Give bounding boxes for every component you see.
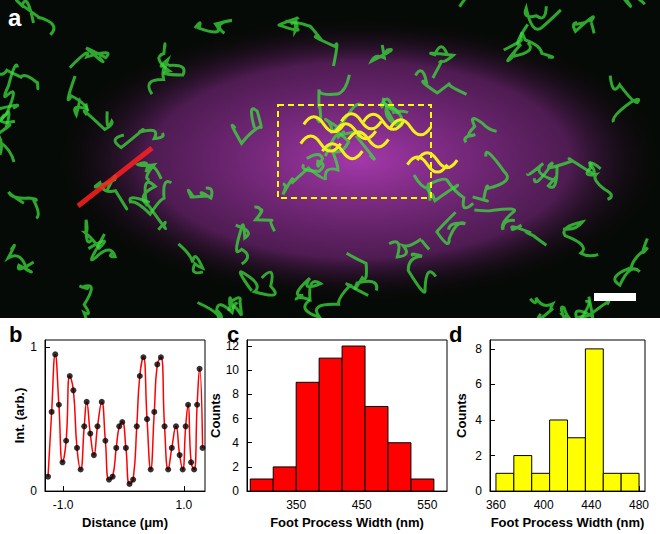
svg-text:0: 0	[30, 484, 37, 498]
svg-text:450: 450	[352, 498, 372, 512]
svg-text:2: 2	[475, 449, 482, 463]
svg-text:-1.0: -1.0	[53, 498, 74, 512]
svg-text:1: 1	[30, 340, 37, 354]
svg-text:Counts: Counts	[454, 393, 469, 438]
svg-text:d: d	[449, 322, 462, 347]
svg-text:6: 6	[232, 412, 239, 426]
svg-text:480: 480	[629, 498, 649, 512]
svg-text:Distance (μm): Distance (μm)	[82, 515, 168, 530]
svg-text:400: 400	[534, 498, 554, 512]
svg-text:Foot Process Width (nm): Foot Process Width (nm)	[491, 515, 645, 530]
svg-text:Counts: Counts	[208, 393, 223, 438]
svg-text:440: 440	[581, 498, 601, 512]
svg-text:c: c	[227, 322, 239, 347]
svg-text:0: 0	[232, 484, 239, 498]
svg-text:4: 4	[232, 436, 239, 450]
svg-text:Int. (arb.): Int. (arb.)	[12, 388, 27, 444]
svg-text:8: 8	[232, 387, 239, 401]
svg-text:6: 6	[475, 377, 482, 391]
svg-text:550: 550	[417, 498, 437, 512]
svg-text:4: 4	[475, 413, 482, 427]
svg-text:360: 360	[486, 498, 506, 512]
svg-text:350: 350	[286, 498, 306, 512]
svg-text:0: 0	[475, 484, 482, 498]
svg-text:10: 10	[226, 363, 240, 377]
svg-text:1.0: 1.0	[176, 498, 193, 512]
svg-text:2: 2	[232, 460, 239, 474]
svg-text:a: a	[8, 4, 22, 31]
svg-text:Foot Process Width (nm): Foot Process Width (nm)	[270, 515, 424, 530]
svg-text:b: b	[9, 322, 22, 347]
svg-text:8: 8	[475, 342, 482, 356]
